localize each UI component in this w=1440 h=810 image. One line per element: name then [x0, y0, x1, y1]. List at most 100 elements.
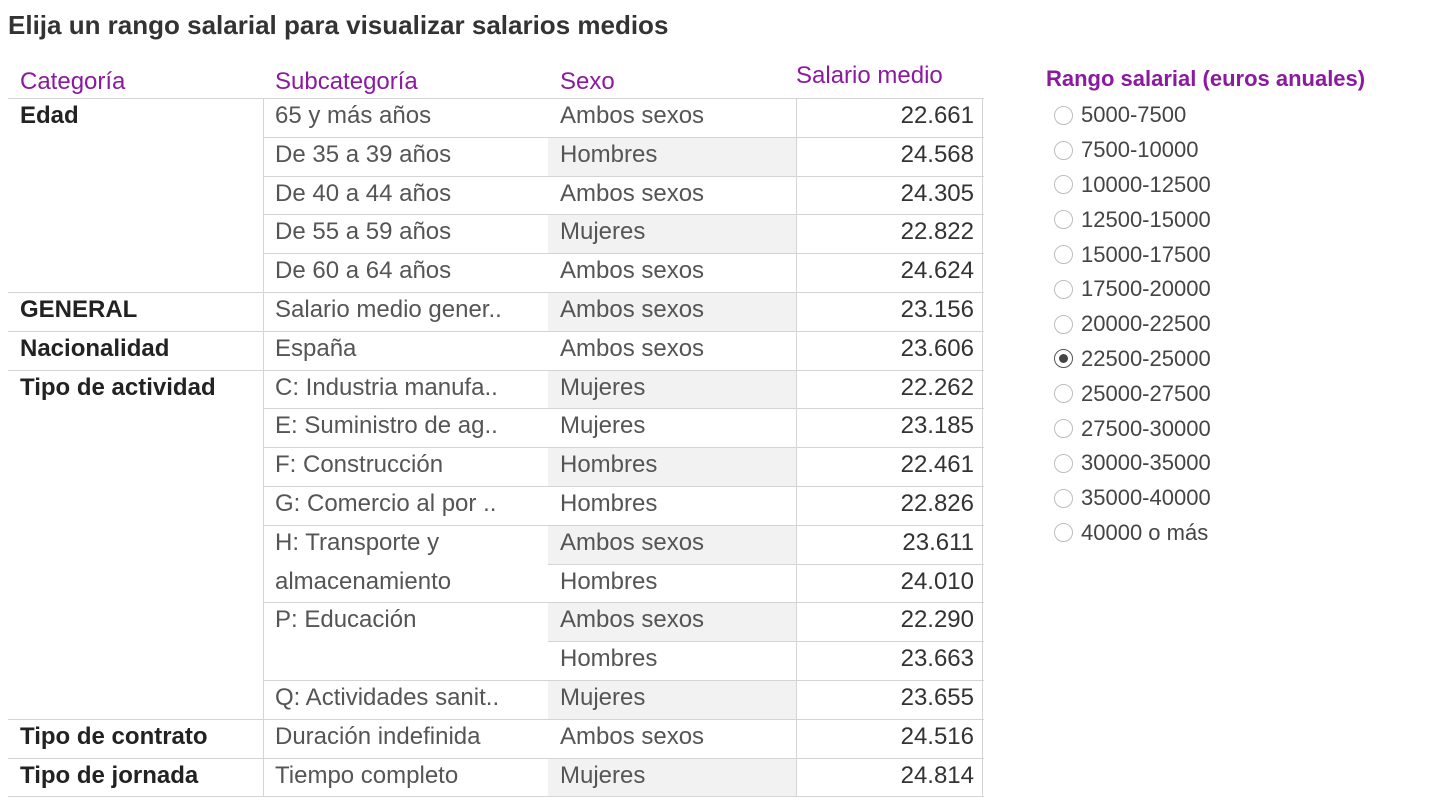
- page-title: Elija un rango salarial para visualizar …: [8, 10, 669, 40]
- range-option-label: 35000-40000: [1081, 485, 1211, 511]
- table-row[interactable]: De 40 a 44 años Ambos sexos 24.305: [12, 176, 984, 215]
- table-row[interactable]: De 60 a 64 años Ambos sexos 24.624: [12, 253, 984, 292]
- table-row[interactable]: H: Transporte y Ambos sexos 23.611: [12, 525, 984, 564]
- table-row[interactable]: GENERAL Salario medio gener.. Ambos sexos 2…: [12, 292, 984, 331]
- range-option[interactable]: 30000-35000: [1046, 446, 1426, 481]
- table-row[interactable]: Tipo de contrato Duración indefinida Ambos…: [12, 719, 984, 758]
- cell-sexo: Mujeres: [560, 413, 646, 440]
- range-option[interactable]: 7500-10000: [1046, 133, 1426, 168]
- cell-sexo: Ambos sexos: [560, 335, 705, 362]
- row-divider: [8, 757, 984, 759]
- range-option-label: 12500-15000: [1081, 206, 1211, 232]
- cell-salario-medio: 23.663: [900, 646, 974, 673]
- row-divider: [8, 98, 984, 99]
- range-option[interactable]: 15000-17500: [1046, 237, 1426, 272]
- salario-column-divider: [796, 98, 797, 797]
- radio-unchecked-icon[interactable]: [1054, 105, 1073, 125]
- cell-salario-medio: 22.262: [900, 374, 974, 401]
- range-option[interactable]: 40000 o más: [1046, 516, 1426, 551]
- cell-sexo: Ambos sexos: [560, 607, 705, 634]
- range-option[interactable]: 20000-22500: [1046, 307, 1426, 342]
- cell-subcategoria: almacenamiento: [275, 568, 452, 595]
- header-salario-medio[interactable]: Salario medio: [796, 62, 943, 89]
- table-right-border: [982, 98, 983, 797]
- table-bottom-border: [8, 796, 984, 798]
- row-divider: [8, 369, 984, 371]
- cell-sexo: Ambos sexos: [560, 723, 705, 750]
- table-row[interactable]: almacenamiento Hombres 24.010: [12, 564, 984, 603]
- range-option-label: 30000-35000: [1081, 450, 1211, 476]
- cell-sexo: Mujeres: [560, 762, 646, 789]
- cell-salario-medio: 22.461: [900, 452, 974, 479]
- row-shade: [548, 524, 796, 564]
- table-row[interactable]: De 55 a 59 años Mujeres 22.822: [12, 214, 984, 253]
- cell-salario-medio: 22.661: [900, 103, 974, 129]
- radio-unchecked-icon[interactable]: [1054, 523, 1073, 543]
- table-row[interactable]: Q: Actividades sanit.. Mujeres 23.655: [12, 680, 984, 719]
- range-option[interactable]: 35000-40000: [1046, 481, 1426, 516]
- table-row[interactable]: Tipo de actividad C: Industria manufa.. Mu…: [12, 370, 984, 409]
- table-row[interactable]: F: Construcción Hombres 22.461: [12, 447, 984, 486]
- cell-salario-medio: 24.814: [900, 762, 974, 789]
- range-option[interactable]: 12500-15000: [1046, 202, 1426, 237]
- radio-unchecked-icon[interactable]: [1054, 314, 1073, 334]
- row-shade: [548, 447, 796, 486]
- cell-subcategoria: De 60 a 64 años: [275, 258, 452, 285]
- radio-unchecked-icon[interactable]: [1054, 245, 1073, 265]
- range-option-label: 20000-22500: [1081, 311, 1211, 337]
- radio-unchecked-icon[interactable]: [1054, 210, 1073, 230]
- header-categoria[interactable]: Categoría: [20, 68, 126, 95]
- table-row[interactable]: E: Suministro de ag.. Mujeres 23.185: [12, 408, 984, 447]
- cell-sexo: Hombres: [560, 646, 658, 673]
- cell-salario-medio: 23.655: [900, 685, 974, 711]
- range-option[interactable]: 5000-7500: [1046, 98, 1426, 133]
- range-option-label: 10000-12500: [1081, 171, 1211, 197]
- header-sexo[interactable]: Sexo: [560, 68, 615, 95]
- cell-sexo: Ambos sexos: [560, 103, 705, 129]
- range-option-label: 5000-7500: [1081, 102, 1187, 128]
- row-divider: [263, 602, 984, 604]
- row-divider: [8, 292, 984, 293]
- row-divider: [263, 680, 984, 681]
- cell-sexo: Mujeres: [560, 219, 646, 246]
- header-subcategoria[interactable]: Subcategoría: [275, 68, 418, 95]
- radio-unchecked-icon[interactable]: [1054, 419, 1073, 439]
- cell-subcategoria: España: [275, 335, 357, 362]
- radio-unchecked-icon[interactable]: [1054, 384, 1073, 404]
- radio-unchecked-icon[interactable]: [1054, 488, 1073, 508]
- cell-sexo: Ambos sexos: [560, 258, 705, 285]
- radio-unchecked-icon[interactable]: [1054, 175, 1073, 195]
- range-option-label: 27500-30000: [1081, 415, 1211, 441]
- cell-subcategoria: E: Suministro de ag..: [275, 413, 498, 440]
- cell-sexo: Hombres: [560, 491, 658, 517]
- table-row[interactable]: Tipo de jornada Tiempo completo Mujeres 24.…: [12, 758, 984, 797]
- cell-categoria: Edad: [20, 103, 79, 129]
- row-divider: [263, 408, 984, 410]
- range-option[interactable]: 25000-27500: [1046, 376, 1426, 411]
- cell-categoria: Nacionalidad: [20, 335, 170, 362]
- radio-unchecked-icon[interactable]: [1054, 140, 1073, 160]
- range-option[interactable]: 10000-12500: [1046, 168, 1426, 203]
- table-row[interactable]: P: Educación Ambos sexos 22.290: [12, 602, 984, 641]
- range-option-label: 22500-25000: [1081, 345, 1211, 371]
- table-row[interactable]: Edad 65 y más años Ambos sexos 22.661: [12, 98, 984, 137]
- radio-unchecked-icon[interactable]: [1054, 453, 1073, 473]
- cell-subcategoria: Salario medio gener..: [275, 297, 502, 323]
- range-option[interactable]: 22500-25000: [1046, 342, 1426, 377]
- cell-subcategoria: De 40 a 44 años: [275, 180, 452, 207]
- cell-sexo: Hombres: [560, 141, 658, 168]
- row-divider: [263, 253, 984, 255]
- range-option[interactable]: 27500-30000: [1046, 411, 1426, 446]
- cell-salario-medio: 22.822: [900, 219, 974, 246]
- range-option[interactable]: 17500-20000: [1046, 272, 1426, 307]
- cell-subcategoria: G: Comercio al por ..: [275, 491, 497, 517]
- cell-subcategoria: H: Transporte y: [275, 529, 440, 556]
- table-row[interactable]: Nacionalidad España Ambos sexos 23.606: [12, 331, 984, 370]
- table-row[interactable]: Hombres 23.663: [12, 641, 984, 680]
- radio-checked-icon[interactable]: [1054, 349, 1073, 369]
- table-row[interactable]: De 35 a 39 años Hombres 24.568: [12, 137, 984, 176]
- radio-unchecked-icon[interactable]: [1054, 279, 1073, 299]
- cell-salario-medio: 24.516: [900, 723, 974, 750]
- row-divider: [263, 524, 984, 526]
- table-row[interactable]: G: Comercio al por .. Hombres 22.826: [12, 486, 984, 525]
